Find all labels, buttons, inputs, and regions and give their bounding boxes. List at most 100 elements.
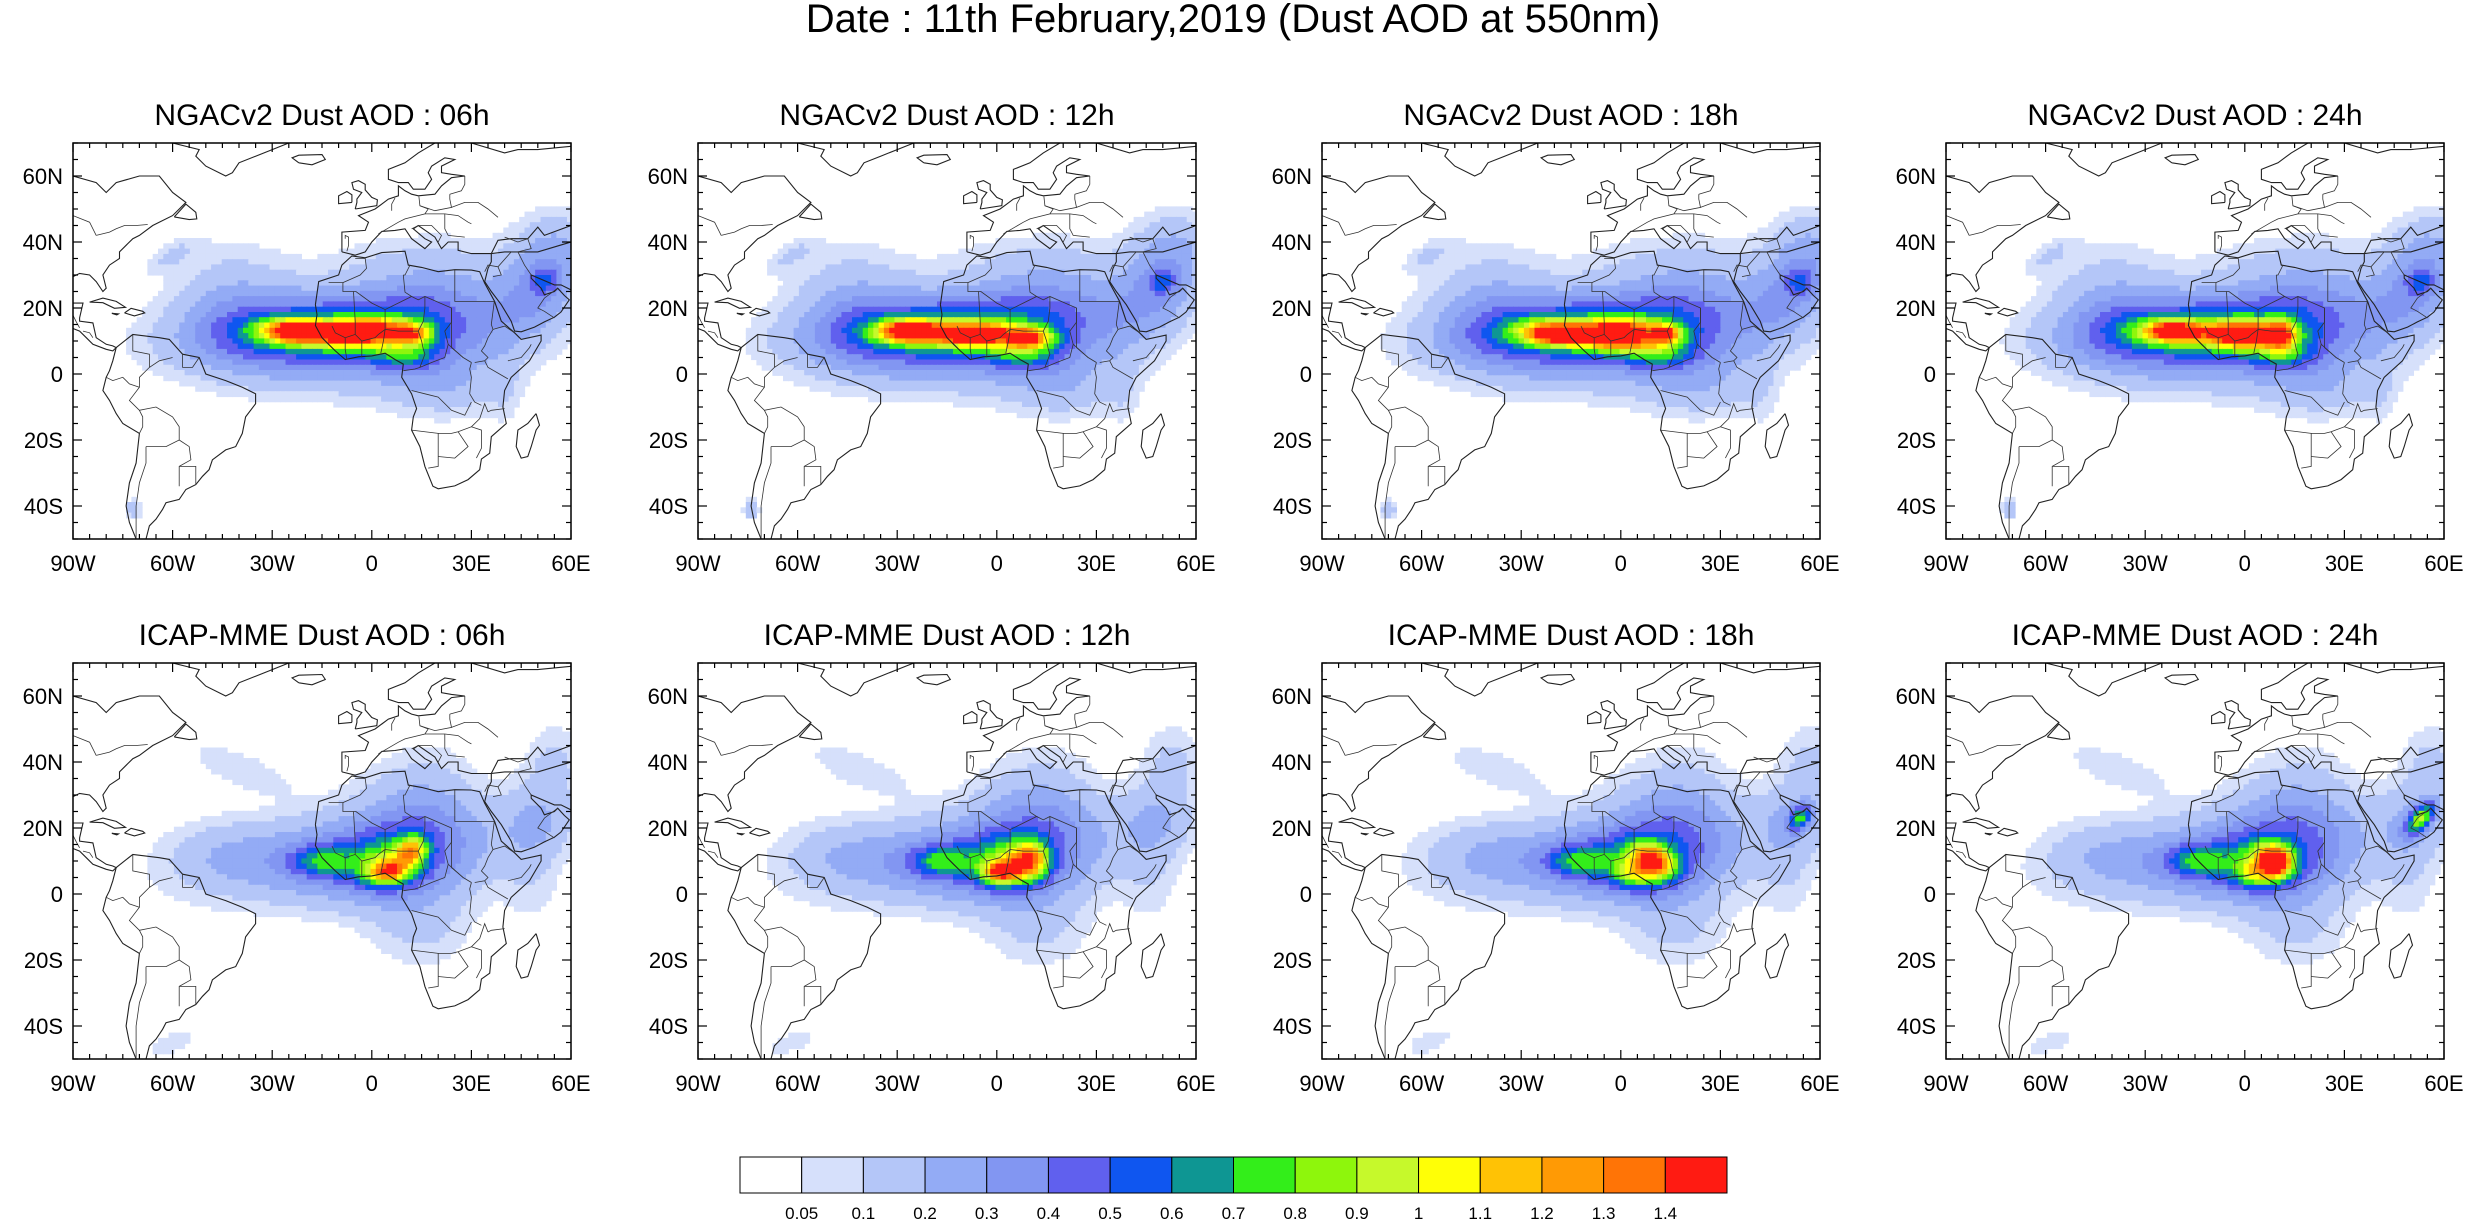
aod-cell bbox=[317, 333, 324, 339]
aod-cell bbox=[434, 343, 441, 350]
aod-cell bbox=[216, 359, 223, 366]
aod-cell bbox=[173, 290, 180, 297]
aod-cell bbox=[503, 354, 510, 361]
aod-cell bbox=[788, 280, 795, 287]
aod-cell bbox=[152, 364, 159, 371]
aod-cell bbox=[798, 301, 805, 308]
aod-cell bbox=[921, 333, 928, 339]
aod-cell bbox=[338, 359, 345, 366]
aod-cell bbox=[423, 333, 430, 339]
aod-cell bbox=[804, 280, 811, 287]
aod-cell bbox=[1006, 338, 1013, 345]
aod-cell bbox=[1091, 285, 1098, 292]
aod-cell bbox=[1006, 327, 1013, 334]
aod-cell bbox=[1080, 317, 1087, 324]
aod-cell bbox=[1043, 380, 1050, 387]
aod-cell bbox=[354, 285, 361, 292]
aod-cell bbox=[482, 269, 488, 276]
aod-cell bbox=[136, 354, 143, 361]
aod-cell bbox=[873, 354, 880, 361]
border-line bbox=[504, 236, 532, 253]
aod-cell bbox=[492, 401, 499, 408]
aod-cell bbox=[1069, 364, 1076, 371]
aod-cell bbox=[205, 370, 212, 376]
aod-cell bbox=[216, 322, 223, 329]
aod-cell bbox=[1032, 380, 1039, 387]
aod-cell bbox=[1181, 296, 1188, 302]
aod-cell bbox=[830, 333, 837, 339]
aod-cell bbox=[513, 333, 520, 339]
aod-cell bbox=[894, 312, 901, 318]
aod-cell bbox=[524, 343, 531, 350]
aod-cell bbox=[444, 248, 451, 255]
aod-cell bbox=[498, 380, 504, 387]
aod-cell bbox=[963, 364, 970, 371]
aod-cell bbox=[301, 343, 308, 350]
aod-cell bbox=[391, 290, 398, 297]
aod-cell bbox=[152, 253, 159, 260]
aod-cell bbox=[418, 296, 425, 302]
aod-cell bbox=[820, 253, 827, 260]
aod-cell bbox=[836, 312, 843, 318]
aod-cell bbox=[258, 259, 265, 266]
aod-cell bbox=[476, 354, 483, 361]
aod-cell bbox=[841, 296, 848, 302]
aod-cell bbox=[809, 248, 816, 255]
aod-cell bbox=[370, 285, 377, 292]
aod-cell bbox=[1032, 348, 1039, 355]
aod-cell bbox=[846, 312, 853, 318]
aod-cell bbox=[915, 391, 922, 398]
aod-cell bbox=[926, 370, 933, 376]
aod-cell bbox=[756, 333, 763, 339]
aod-cell bbox=[508, 317, 515, 324]
aod-cell bbox=[825, 317, 832, 324]
aod-cell bbox=[953, 280, 959, 287]
aod-cell bbox=[322, 380, 329, 387]
aod-cell bbox=[1170, 211, 1177, 218]
aod-cell bbox=[471, 275, 478, 281]
aod-cell bbox=[264, 391, 271, 398]
aod-cell bbox=[1053, 301, 1060, 308]
aod-cell bbox=[852, 333, 858, 339]
aod-cell bbox=[290, 380, 297, 387]
aod-cell bbox=[567, 333, 571, 339]
aod-cell bbox=[1170, 301, 1177, 308]
aod-cell bbox=[407, 370, 414, 376]
aod-cell bbox=[1165, 264, 1172, 271]
aod-cell bbox=[1043, 364, 1050, 371]
aod-cell bbox=[995, 317, 1002, 324]
aod-cell bbox=[905, 317, 912, 324]
aod-cell bbox=[535, 354, 542, 361]
aod-cell bbox=[328, 327, 334, 334]
aod-cell bbox=[889, 322, 896, 329]
aod-cell bbox=[878, 338, 885, 345]
aod-cell bbox=[1006, 285, 1013, 292]
aod-cell bbox=[1027, 253, 1034, 260]
aod-cell bbox=[466, 385, 473, 392]
aod-cell bbox=[968, 264, 975, 271]
aod-cell bbox=[450, 380, 457, 387]
aod-cell bbox=[535, 290, 542, 297]
aod-cell bbox=[529, 348, 536, 355]
aod-cell bbox=[173, 259, 180, 266]
aod-cell bbox=[958, 322, 965, 329]
aod-cell bbox=[498, 333, 504, 339]
aod-cell bbox=[253, 359, 260, 366]
aod-cell bbox=[1085, 375, 1092, 382]
aod-cell bbox=[333, 364, 340, 371]
aod-cell bbox=[899, 264, 906, 271]
aod-cell bbox=[227, 296, 233, 302]
aod-cell bbox=[783, 264, 789, 271]
aod-cell bbox=[1192, 253, 1196, 260]
aod-cell bbox=[503, 343, 510, 350]
aod-cell bbox=[915, 312, 922, 318]
aod-cell bbox=[814, 333, 821, 339]
aod-cell bbox=[492, 343, 499, 350]
aod-cell bbox=[391, 301, 398, 308]
aod-cell bbox=[820, 301, 827, 308]
aod-cell bbox=[423, 306, 430, 313]
aod-cell bbox=[958, 364, 965, 371]
aod-cell bbox=[221, 301, 228, 308]
aod-cell bbox=[397, 306, 403, 313]
aod-cell bbox=[926, 348, 933, 355]
